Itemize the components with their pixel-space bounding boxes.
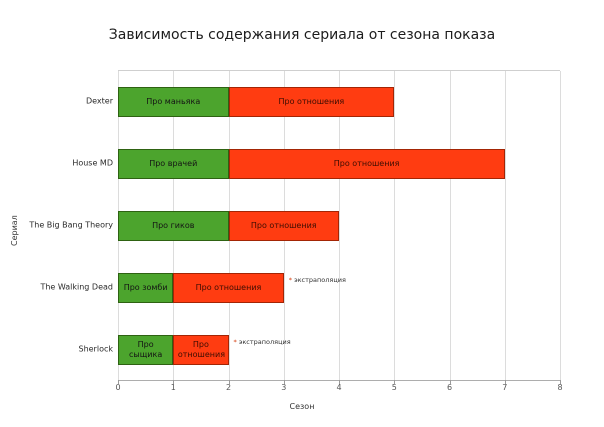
category-label: House MD <box>72 158 113 168</box>
x-tick-label: 2 <box>225 383 232 392</box>
x-tick-label: 6 <box>446 383 453 392</box>
x-tick-label: 7 <box>502 383 508 392</box>
bar-segment-red: Про отношения <box>173 335 229 365</box>
x-tick-label: 8 <box>557 383 563 392</box>
bar-segment-label: Про отношения <box>177 340 226 359</box>
bar-segment-label: Про зомби <box>123 283 168 292</box>
bar-segment-label: Про сыщика <box>129 340 163 359</box>
bar-segment-label: Про маньяка <box>146 97 201 106</box>
x-tick-mark <box>118 380 119 384</box>
x-tick-mark <box>228 380 230 384</box>
category-label-column: Dexter House MD The Big Bang Theory The Wal… <box>0 70 113 379</box>
extrapolation-annotation: * экстраполяция <box>234 338 291 346</box>
bar-segment-label: Про врачей <box>149 159 198 168</box>
x-gridline <box>339 71 340 380</box>
category-label: Dexter <box>85 96 113 106</box>
category-label: The Big Bang Theory <box>29 220 113 230</box>
x-tick-mark <box>504 380 506 384</box>
x-gridline <box>504 71 506 380</box>
x-tick-label: 4 <box>336 383 342 392</box>
extrapolation-annotation: * экстраполяция <box>289 276 346 284</box>
x-tick-label: 5 <box>391 383 397 392</box>
x-tick-mark <box>173 380 175 384</box>
x-tick-label: 1 <box>170 383 176 392</box>
bar-segment-label: Про гиков <box>152 221 195 230</box>
x-gridline <box>394 71 396 380</box>
bar-segment-red: Про отношения <box>228 87 395 117</box>
x-gridline <box>449 71 451 380</box>
annotation-asterisk: * <box>233 338 237 346</box>
x-gridline <box>560 71 561 380</box>
bar-segment-label: Про отношения <box>195 283 262 292</box>
annotation-text: экстраполяция <box>292 276 346 284</box>
bar-segment-green: Про гиков <box>118 211 229 241</box>
category-label: The Walking Dead <box>40 282 113 292</box>
x-tick-mark <box>394 380 396 384</box>
bar-segment-green: Про маньяка <box>118 87 229 117</box>
x-tick-mark <box>283 380 285 384</box>
bar-segment-red: Про отношения <box>228 149 505 179</box>
bar-segment-label: Про отношения <box>333 159 400 168</box>
annotation-asterisk: * <box>288 276 292 284</box>
bar-segment-red: Про отношения <box>173 273 284 303</box>
x-tick-mark <box>560 380 561 384</box>
chart-title: Зависимость содержания сериала от сезона… <box>108 27 496 43</box>
bar-segment-label: Про отношения <box>250 221 317 230</box>
bar-segment-green: Про сыщика <box>118 335 174 365</box>
x-tick-label: 0 <box>115 383 121 392</box>
annotation-text: экстраполяция <box>236 338 291 346</box>
plot-area: 0 1 2 3 4 5 6 7 8 Про маньяка Про отношения Про вра… <box>115 70 563 392</box>
bar-segment-red: Про отношения <box>228 211 339 241</box>
x-tick-mark <box>339 380 340 384</box>
bar-segment-green: Про зомби <box>118 273 174 303</box>
bar-segment-green: Про врачей <box>118 149 229 179</box>
x-axis-label: Сезон <box>289 402 315 411</box>
x-tick-mark <box>449 380 451 384</box>
x-tick-label: 3 <box>281 383 287 392</box>
category-label: Sherlock <box>78 344 113 354</box>
bar-segment-label: Про отношения <box>278 97 345 106</box>
